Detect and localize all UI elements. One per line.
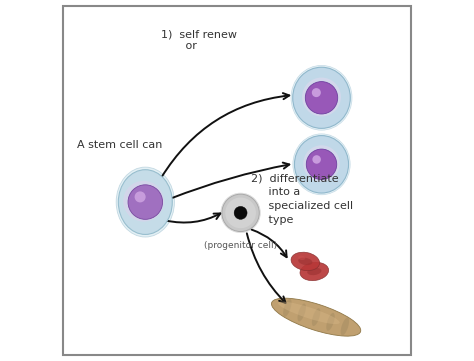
Ellipse shape	[307, 266, 314, 270]
Circle shape	[222, 194, 259, 231]
Circle shape	[305, 82, 337, 114]
Circle shape	[303, 145, 340, 182]
Ellipse shape	[294, 136, 348, 193]
Ellipse shape	[298, 304, 306, 321]
Ellipse shape	[118, 170, 172, 234]
Text: (progenitor cell): (progenitor cell)	[204, 240, 277, 249]
Circle shape	[312, 155, 321, 164]
Ellipse shape	[312, 308, 320, 326]
Circle shape	[234, 206, 247, 219]
Circle shape	[312, 88, 321, 97]
Ellipse shape	[283, 299, 292, 317]
Ellipse shape	[291, 252, 319, 271]
Ellipse shape	[298, 258, 312, 265]
Ellipse shape	[298, 256, 305, 260]
Ellipse shape	[326, 313, 335, 331]
Ellipse shape	[341, 318, 349, 335]
Text: A stem cell can: A stem cell can	[77, 140, 163, 149]
Circle shape	[128, 185, 163, 219]
Ellipse shape	[116, 167, 174, 237]
Circle shape	[123, 181, 164, 222]
Circle shape	[225, 197, 256, 228]
Ellipse shape	[293, 67, 350, 129]
Ellipse shape	[278, 301, 340, 324]
Ellipse shape	[307, 268, 321, 275]
Text: 1)  self renew
       or: 1) self renew or	[162, 30, 237, 51]
Ellipse shape	[293, 134, 350, 195]
Ellipse shape	[272, 298, 361, 336]
Ellipse shape	[300, 262, 328, 280]
Circle shape	[135, 191, 146, 203]
Text: 2)  differentiate
     into a
     specialized cell
     type: 2) differentiate into a specialized cell…	[251, 173, 354, 225]
Circle shape	[302, 78, 341, 116]
Ellipse shape	[291, 65, 352, 130]
Circle shape	[221, 193, 260, 233]
Circle shape	[306, 149, 337, 179]
